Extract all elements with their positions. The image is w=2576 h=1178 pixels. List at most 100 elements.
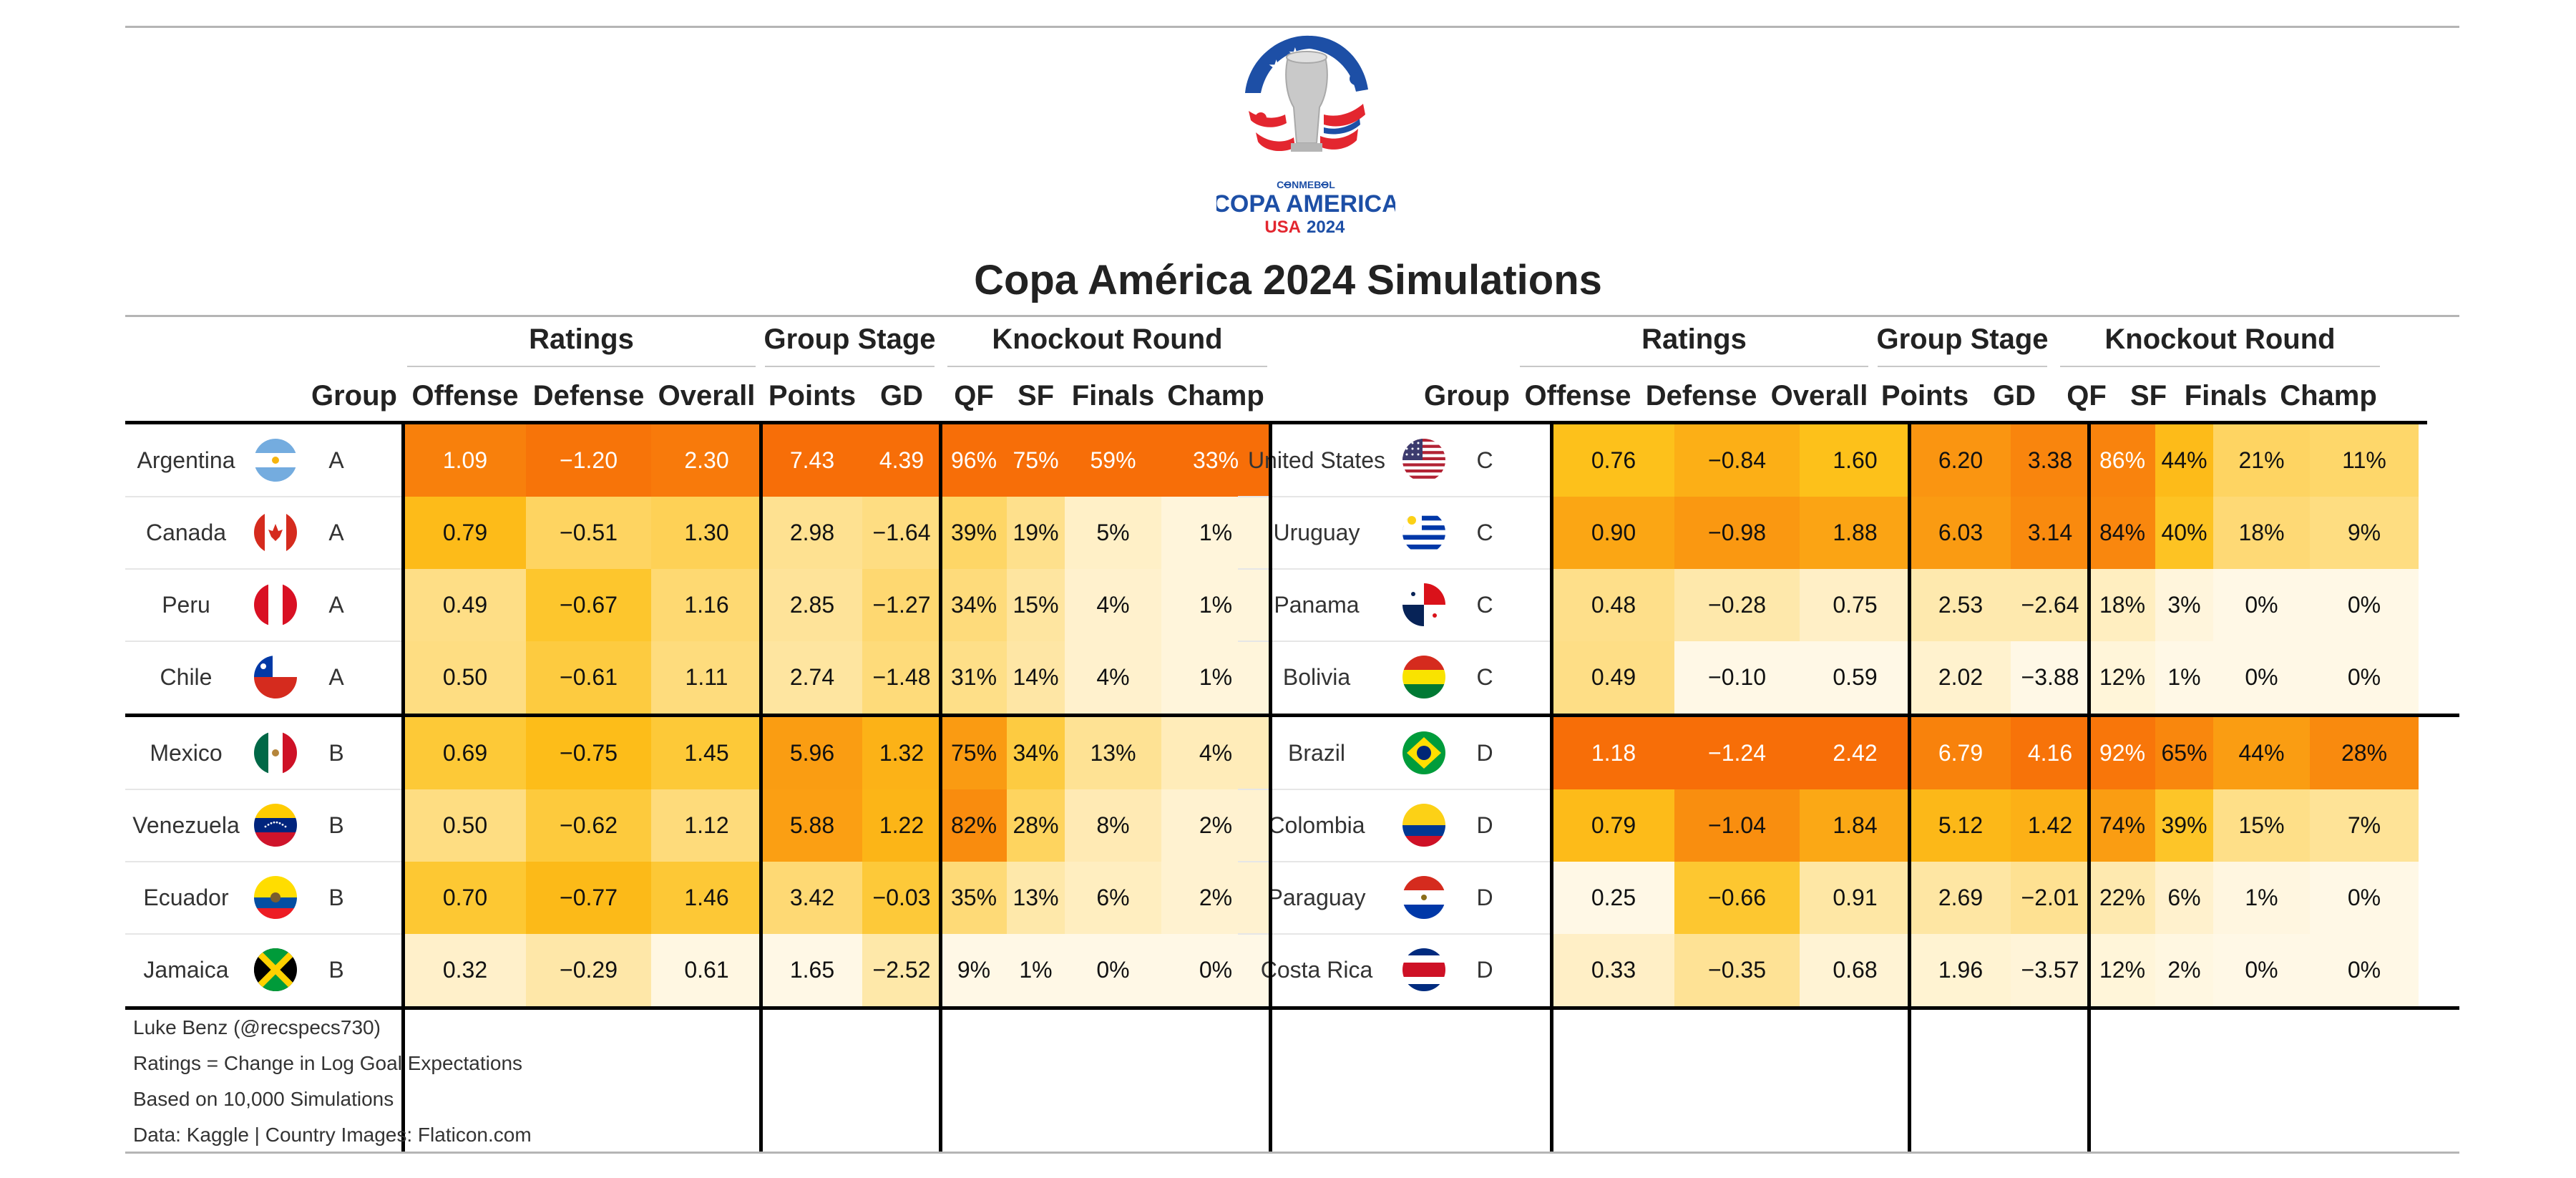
logo-copa-america-text: COPA AMERICA — [1216, 190, 1395, 218]
row-separator — [1238, 568, 1553, 570]
offense-cell: 0.49 — [1553, 641, 1674, 714]
mexico-flag-icon — [254, 731, 297, 774]
footer-note: Luke Benz (@recspecs730) — [133, 1016, 381, 1038]
qf-cell: 9% — [941, 934, 1007, 1006]
title-rule — [125, 315, 2459, 317]
champ-cell: 1% — [1161, 497, 1270, 569]
right-spanner-knockout-round: Knockout Round — [2104, 323, 2336, 355]
overall-cell: 1.12 — [651, 789, 762, 862]
table-row: Bolivia C 0.49 −0.10 0.59 2.02 −3.88 12% 1% 0% 0% — [1238, 641, 2419, 714]
overall-cell: 2.42 — [1800, 717, 1911, 789]
qf-cell: 35% — [941, 862, 1007, 934]
qf-cell: 18% — [2089, 569, 2155, 641]
left-header-rule — [125, 421, 1274, 424]
left-spanner-underline — [765, 366, 935, 367]
qf-cell: 31% — [941, 641, 1007, 714]
halves-divider — [1269, 421, 1272, 1153]
table-row: Chile A 0.50 −0.61 1.11 2.74 −1.48 31% 14% 4% 1% — [125, 641, 1270, 714]
finals-cell: 15% — [2213, 789, 2310, 862]
table-row: Uruguay C 0.90 −0.98 1.88 6.03 3.14 84% 40% 18% 9% — [1238, 497, 2419, 569]
champ-cell: 11% — [2310, 424, 2419, 497]
overall-cell: 1.88 — [1800, 497, 1911, 569]
champ-cell: 28% — [2310, 717, 2419, 789]
team-name: Uruguay — [1273, 520, 1360, 545]
left-header-sf: SF — [1017, 380, 1055, 412]
team-name: Paraguay — [1267, 885, 1366, 910]
defense-cell: −0.98 — [1674, 497, 1800, 569]
sf-cell: 34% — [1007, 717, 1065, 789]
left-spanner-underline — [407, 366, 756, 367]
finals-cell: 6% — [1065, 862, 1161, 934]
row-separator — [125, 861, 404, 862]
offense-cell: 0.48 — [1553, 569, 1674, 641]
team-name: Bolivia — [1282, 664, 1351, 690]
table-title: Copa América 2024 Simulations — [974, 257, 1602, 303]
qf-cell: 96% — [941, 424, 1007, 497]
left-header-defense: Defense — [532, 380, 645, 412]
group-cell: A — [328, 664, 344, 690]
footer-note: Ratings = Change in Log Goal Expectation… — [133, 1052, 523, 1074]
overall-cell: 1.45 — [651, 717, 762, 789]
top-rule — [125, 26, 2459, 28]
group-cell: A — [328, 447, 344, 473]
logo-usa-text: USA — [1264, 218, 1301, 237]
qf-cell: 39% — [941, 497, 1007, 569]
defense-cell: −1.24 — [1674, 717, 1800, 789]
overall-cell: 1.84 — [1800, 789, 1911, 862]
gd-cell: −2.01 — [2011, 862, 2089, 934]
left-knockout-divider — [939, 421, 942, 1153]
qf-cell: 22% — [2089, 862, 2155, 934]
offense-cell: 0.76 — [1553, 424, 1674, 497]
sf-cell: 13% — [1007, 862, 1065, 934]
row-separator — [125, 933, 404, 935]
champ-cell: 0% — [1161, 934, 1270, 1006]
team-name: Colombia — [1268, 812, 1365, 838]
defense-cell: −0.51 — [526, 497, 651, 569]
gd-cell: −0.03 — [862, 862, 941, 934]
table-row: United States C 0.76 −0.84 1.60 6.20 3.38 86% 44… — [1238, 424, 2419, 497]
table-row: Ecuador B 0.70 −0.77 1.46 3.42 −0.03 35% 13% 6% 2% — [125, 862, 1270, 934]
right-header-gd: GD — [1993, 380, 2036, 412]
champ-cell: 4% — [1161, 717, 1270, 789]
table-row: Mexico B 0.69 −0.75 1.45 5.96 1.32 75% 34% 13% 4% — [125, 717, 1270, 789]
brazil-flag-icon — [1402, 731, 1445, 774]
overall-cell: 1.16 — [651, 569, 762, 641]
row-separator — [125, 496, 404, 497]
offense-cell: 0.69 — [404, 717, 526, 789]
panama-flag-icon — [1402, 583, 1445, 626]
finals-cell: 1% — [2213, 862, 2310, 934]
points-cell: 2.74 — [762, 641, 862, 714]
uruguay-flag-icon — [1402, 511, 1445, 554]
gd-cell: −3.57 — [2011, 934, 2089, 1006]
offense-cell: 0.70 — [404, 862, 526, 934]
offense-cell: 0.49 — [404, 569, 526, 641]
defense-cell: −0.61 — [526, 641, 651, 714]
points-cell: 5.12 — [1911, 789, 2011, 862]
team-name: Peru — [162, 592, 210, 618]
defense-cell: −0.28 — [1674, 569, 1800, 641]
logo-conmebol-text: CONMEBOL — [1277, 179, 1335, 190]
overall-cell: 0.75 — [1800, 569, 1911, 641]
defense-cell: −0.10 — [1674, 641, 1800, 714]
champ-cell: 9% — [2310, 497, 2419, 569]
left-spanner-ratings: Ratings — [529, 323, 634, 355]
sf-cell: 15% — [1007, 569, 1065, 641]
offense-cell: 0.90 — [1553, 497, 1674, 569]
points-cell: 6.03 — [1911, 497, 2011, 569]
points-cell: 6.20 — [1911, 424, 2011, 497]
left-header-group: Group — [311, 380, 397, 412]
right-header-qf: QF — [2067, 380, 2107, 412]
team-name: Venezuela — [132, 812, 240, 838]
left-header-qf: QF — [954, 380, 994, 412]
finals-cell: 0% — [2213, 569, 2310, 641]
gd-cell: 4.39 — [862, 424, 941, 497]
ecuador-flag-icon — [254, 876, 297, 919]
finals-cell: 4% — [1065, 641, 1161, 714]
team-name: Argentina — [137, 447, 235, 473]
defense-cell: −0.77 — [526, 862, 651, 934]
footer-note: Data: Kaggle | Country Images: Flaticon.… — [133, 1124, 532, 1146]
left-header-finals: Finals — [1071, 380, 1155, 412]
qf-cell: 75% — [941, 717, 1007, 789]
colombia-flag-icon — [1402, 804, 1445, 847]
